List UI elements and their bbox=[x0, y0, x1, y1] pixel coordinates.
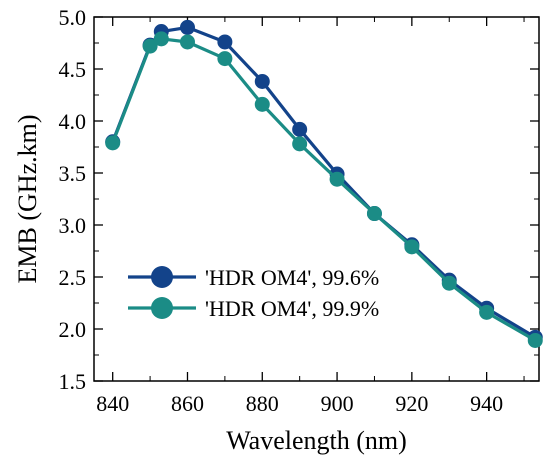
data-point bbox=[292, 136, 308, 152]
x-tick-label: 880 bbox=[246, 391, 279, 416]
y-tick-label: 4.0 bbox=[59, 109, 87, 134]
x-axis-title: Wavelength (nm) bbox=[226, 426, 407, 455]
x-tick-label: 920 bbox=[395, 391, 428, 416]
legend: 'HDR OM4', 99.6% 'HDR OM4', 99.9% bbox=[128, 265, 379, 321]
data-point bbox=[254, 73, 270, 89]
y-tick-label: 2.5 bbox=[59, 265, 87, 290]
x-tick-label: 840 bbox=[96, 391, 129, 416]
data-point bbox=[179, 34, 195, 50]
data-point bbox=[254, 96, 270, 112]
x-tick-label: 860 bbox=[171, 391, 204, 416]
y-tick-label: 2.0 bbox=[59, 317, 87, 342]
legend-label: 'HDR OM4', 99.9% bbox=[205, 296, 379, 321]
y-tick-label: 1.5 bbox=[59, 369, 87, 394]
data-point bbox=[479, 304, 495, 320]
data-point bbox=[217, 34, 233, 50]
data-point bbox=[404, 239, 420, 255]
y-axis-title: EMB (GHz.km) bbox=[13, 115, 42, 284]
data-point bbox=[153, 31, 169, 47]
series-line bbox=[111, 25, 537, 339]
x-tick-label: 900 bbox=[321, 391, 354, 416]
data-point bbox=[292, 121, 308, 137]
data-point bbox=[217, 51, 233, 67]
axes: 840 860 880 900 920 940 1.5 2.0 2.5 3.0 3.5 4.0 4.5 5… bbox=[59, 5, 540, 416]
plot-frame bbox=[93, 16, 540, 382]
legend-marker bbox=[151, 266, 173, 288]
data-point bbox=[527, 332, 543, 348]
data-point bbox=[179, 19, 195, 35]
x-tick-label: 940 bbox=[470, 391, 503, 416]
y-tick-label: 3.0 bbox=[59, 213, 87, 238]
data-point bbox=[366, 206, 382, 222]
legend-item-2: 'HDR OM4', 99.9% bbox=[128, 296, 379, 321]
data-point bbox=[329, 171, 345, 187]
legend-item-1: 'HDR OM4', 99.6% bbox=[128, 265, 379, 290]
series-group bbox=[105, 19, 543, 348]
legend-label: 'HDR OM4', 99.6% bbox=[205, 265, 379, 290]
series-2 bbox=[105, 31, 543, 348]
data-point bbox=[441, 275, 457, 291]
data-point bbox=[142, 38, 158, 54]
y-tick-label: 3.5 bbox=[59, 161, 87, 186]
data-point bbox=[105, 135, 121, 151]
y-tick-label: 4.5 bbox=[59, 57, 87, 82]
y-tick-label: 5.0 bbox=[59, 5, 87, 30]
legend-marker bbox=[151, 297, 173, 319]
